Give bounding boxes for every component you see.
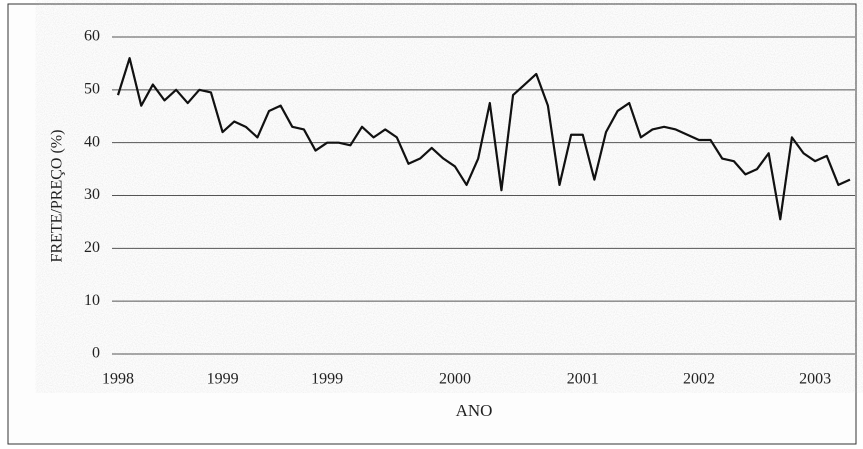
y-tick-label: 10: [84, 292, 100, 309]
x-axis-title: ANO: [456, 401, 493, 420]
y-tick-label: 0: [92, 345, 100, 362]
x-tick-label: 2000: [439, 371, 471, 388]
x-tick-label: 2001: [567, 371, 599, 388]
x-tick-label: 1999: [311, 371, 343, 388]
y-tick-label: 50: [84, 81, 100, 98]
y-tick-label: 40: [84, 133, 100, 150]
x-tick-label: 1998: [102, 371, 134, 388]
y-tick-label: 20: [84, 239, 100, 256]
y-tick-label: 30: [84, 186, 100, 203]
data-line: [116, 57, 851, 221]
x-tick-label: 1999: [207, 371, 239, 388]
y-axis-title: FRETE/PREÇO (%): [49, 130, 66, 263]
x-tick-label: 2002: [683, 371, 715, 388]
x-tick-label: 2003: [799, 371, 831, 388]
y-tick-label: 60: [84, 28, 100, 45]
